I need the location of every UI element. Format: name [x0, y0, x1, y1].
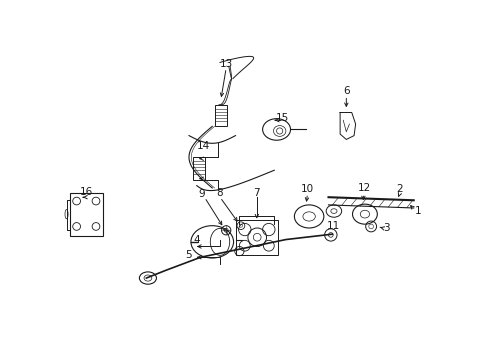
Text: 6: 6 — [342, 86, 349, 96]
Bar — [192, 157, 205, 180]
Bar — [235, 220, 278, 255]
Text: 3: 3 — [383, 223, 389, 233]
Bar — [214, 105, 226, 126]
Text: 1: 1 — [413, 206, 420, 216]
Text: 16: 16 — [80, 187, 93, 197]
Text: 13: 13 — [219, 59, 232, 69]
Text: 7: 7 — [253, 188, 260, 198]
Text: 4: 4 — [193, 235, 200, 244]
Text: 5: 5 — [185, 250, 192, 260]
Bar — [70, 193, 103, 236]
Text: 9: 9 — [198, 189, 204, 199]
Text: 14: 14 — [196, 141, 209, 150]
Text: 10: 10 — [301, 184, 313, 194]
Text: 11: 11 — [326, 221, 340, 231]
Text: 12: 12 — [358, 183, 371, 193]
Text: 15: 15 — [276, 113, 289, 123]
Text: 8: 8 — [216, 188, 223, 198]
Text: 2: 2 — [396, 184, 402, 194]
